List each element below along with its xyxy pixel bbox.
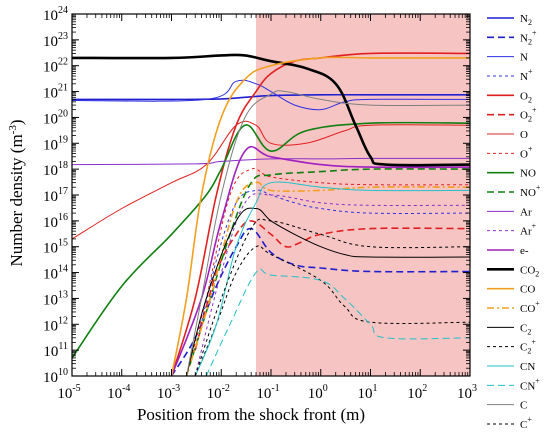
y-axis-title: Number density (m-3) [7,119,26,266]
y-tick-label: 1023 [43,31,68,50]
y-tick-label: 1017 [43,186,68,205]
y-tick-label: 1010 [43,367,68,386]
legend-label-20: C [520,400,527,412]
plot-background [256,14,470,376]
series-layer [72,52,470,376]
series-line-5 [194,220,470,351]
series-line-2 [72,79,470,111]
legend-label-2: N [520,52,528,64]
legend-label-1: N2+ [520,28,537,46]
y-axis-title-main: Number density (m [7,134,26,266]
ticks-layer: 10-5 10-4 10-3 10-2 10-1 100 101 102 103 1010 1011… [43,5,477,402]
y-axis-title-exp: -3 [7,125,19,135]
legend-label-10: Ar [520,206,532,218]
y-tick-label: 1011 [43,341,68,360]
x-tick-label: 102 [407,383,427,402]
series-line-6 [72,120,470,240]
legend-label-18: CN [520,361,535,373]
x-tick-label: 10-2 [207,383,230,402]
legend-label-14: CO [520,284,535,296]
y-tick-label: 1020 [43,108,68,127]
x-tick-label: 101 [358,383,378,402]
legend-label-11: Ar+ [520,222,537,238]
series-line-4 [170,52,470,376]
series-line-21 [194,218,470,376]
y-tick-label: 1019 [43,134,68,153]
legend-label-9: NO+ [520,183,541,199]
x-tick-label: 10-4 [107,383,130,402]
legend-label-8: NO [520,168,536,180]
legend-label-17: C2+ [520,338,536,356]
x-tick-label: 10-5 [57,383,80,402]
x-tick-label: 10-1 [256,383,279,402]
legend-label-19: CN+ [520,376,540,392]
legend-label-21: C+ [520,415,532,431]
legend-label-5: O2+ [520,106,537,124]
legend-label-16: C2 [520,322,531,336]
x-tick-label: 103 [457,383,477,402]
y-tick-label: 1014 [43,264,68,283]
series-line-8 [72,121,470,359]
y-tick-label: 1013 [43,289,68,308]
legend-label-3: N+ [520,67,533,83]
y-tick-label: 1024 [43,5,68,24]
series-line-11 [194,193,470,376]
series-line-13 [72,53,470,167]
legend-label-7: O+ [520,144,533,160]
x-tick-label: 100 [308,383,328,402]
y-tick-label: 1021 [43,83,68,102]
series-line-20 [186,90,470,376]
series-line-18 [194,181,470,376]
legend-label-0: N2 [520,13,532,27]
series-line-17 [194,245,470,376]
legend-label-4: O2 [520,90,532,104]
legend-label-6: O [520,129,528,141]
y-tick-label: 1016 [43,212,68,231]
legend-label-15: CO+ [520,299,540,315]
y-tick-label: 1015 [43,238,68,257]
y-tick-label: 1022 [43,57,68,76]
legend-label-13: CO2 [520,264,539,278]
series-line-16 [186,207,470,376]
series-line-7 [186,167,470,376]
x-tick-label: 10-3 [157,383,180,402]
series-line-1 [170,227,470,376]
shaded-region [256,14,470,376]
y-tick-label: 1012 [43,315,68,334]
series-line-0 [72,93,470,101]
y-tick-label: 1018 [43,160,68,179]
series-line-14 [170,56,470,376]
series-line-19 [205,268,470,376]
series-line-15 [185,181,470,376]
legend-label-12: e- [520,245,529,257]
y-axis-title-tail: ) [7,119,26,125]
x-axis-title: Position from the shock front (m) [137,405,365,424]
